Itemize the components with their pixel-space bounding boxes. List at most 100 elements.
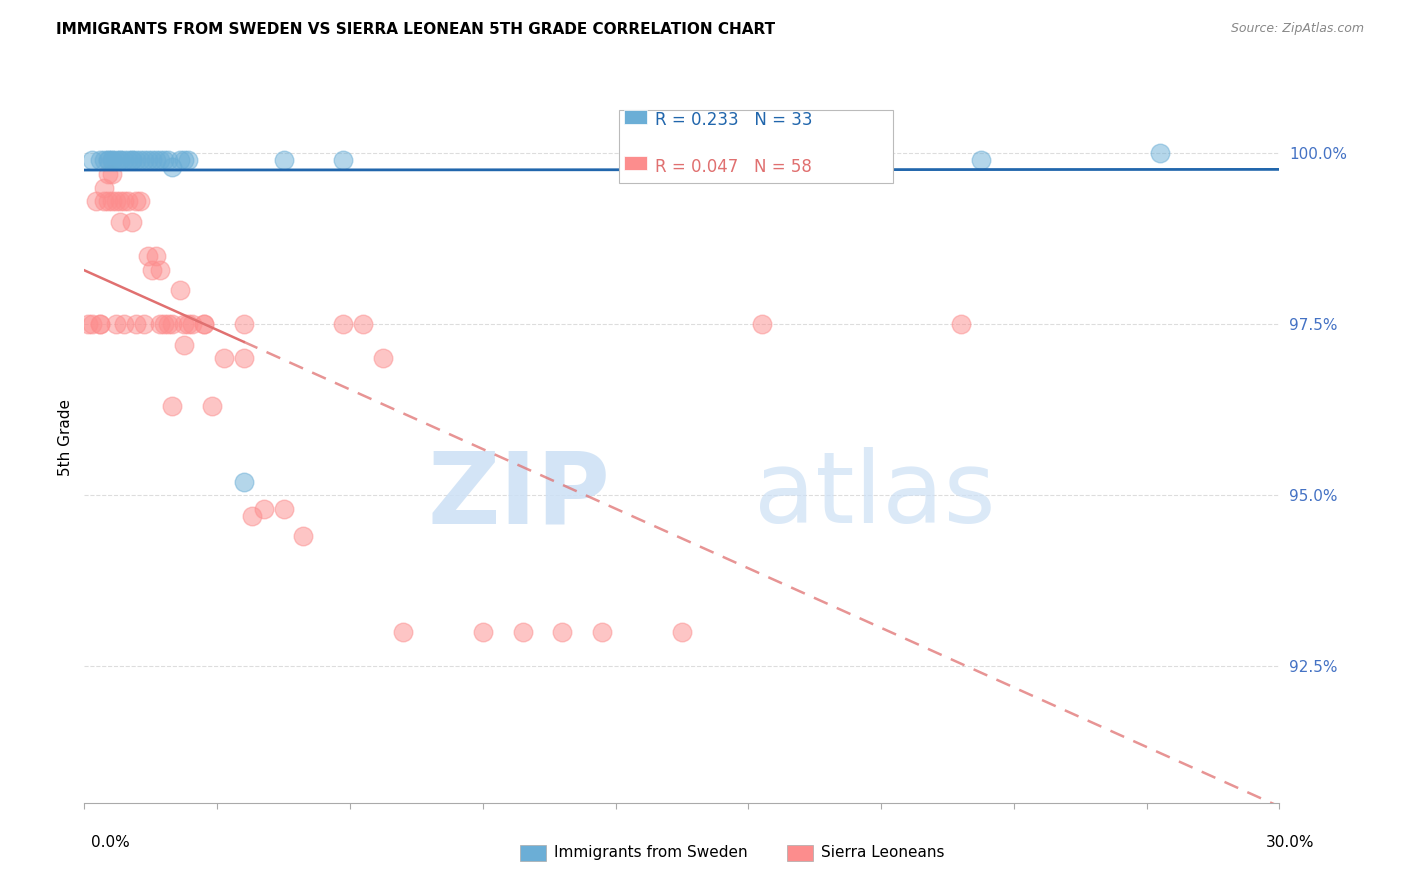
Text: Sierra Leoneans: Sierra Leoneans [821,846,945,860]
Point [121,215,143,229]
Point [591,624,613,639]
Text: 0.0%: 0.0% [91,836,131,850]
Point [101,167,124,181]
Point [232,351,254,366]
Point [105,194,128,209]
Point [129,194,152,209]
Point [970,153,993,168]
Point [201,400,224,414]
Point [93,180,115,194]
Point [97,194,120,209]
Point [129,153,152,168]
Point [82,318,104,332]
Point [149,153,172,168]
Point [105,318,128,332]
Point [121,153,143,168]
Point [157,153,180,168]
Point [173,318,195,332]
Text: 30.0%: 30.0% [1267,836,1315,850]
Point [240,508,263,523]
Point [145,153,167,168]
Point [352,318,374,332]
Text: IMMIGRANTS FROM SWEDEN VS SIERRA LEONEAN 5TH GRADE CORRELATION CHART: IMMIGRANTS FROM SWEDEN VS SIERRA LEONEAN… [56,22,775,37]
Point [149,262,172,277]
Point [232,475,254,489]
Point [77,318,100,332]
Point [253,501,276,516]
Point [132,153,156,168]
Point [173,338,195,352]
Point [89,318,111,332]
Point [232,318,254,332]
Point [110,153,132,168]
Point [169,283,191,297]
Point [141,153,163,168]
Point [110,153,132,168]
Point [97,153,120,168]
Point [392,624,415,639]
Point [93,153,115,168]
Point [93,194,115,209]
Point [273,153,295,168]
Point [136,153,159,168]
Point [332,318,354,332]
Point [136,249,159,263]
Point [86,194,108,209]
Point [110,215,132,229]
Point [1149,146,1171,161]
Point [153,153,176,168]
Text: Immigrants from Sweden: Immigrants from Sweden [554,846,748,860]
Point [121,153,143,168]
Point [153,318,176,332]
Point [105,153,128,168]
Point [160,160,183,174]
Point [181,318,204,332]
Text: R = 0.047   N = 58: R = 0.047 N = 58 [655,158,813,176]
Point [292,529,315,543]
Point [112,194,135,209]
Point [117,153,139,168]
Point [949,318,972,332]
Point [149,318,172,332]
Point [112,153,135,168]
Point [512,624,534,639]
Point [112,318,135,332]
Text: atlas: atlas [754,447,995,544]
Point [177,318,200,332]
Text: Source: ZipAtlas.com: Source: ZipAtlas.com [1230,22,1364,36]
Text: R = 0.233   N = 33: R = 0.233 N = 33 [655,112,813,129]
Point [671,624,693,639]
Point [731,153,754,168]
Point [273,501,295,516]
Point [332,153,354,168]
Point [177,153,200,168]
Point [97,167,120,181]
Point [125,318,148,332]
Point [89,318,111,332]
Point [117,194,139,209]
Point [101,153,124,168]
Point [145,249,167,263]
Point [101,153,124,168]
Point [169,153,191,168]
Point [132,318,156,332]
Point [373,351,395,366]
Point [110,194,132,209]
Point [82,153,104,168]
Point [157,318,180,332]
Point [193,318,215,332]
Text: ZIP: ZIP [427,447,610,544]
Point [101,194,124,209]
Point [751,318,773,332]
Point [551,624,574,639]
Point [141,262,163,277]
Point [97,153,120,168]
Point [212,351,235,366]
Point [89,153,111,168]
Point [160,400,183,414]
Point [193,318,215,332]
Point [125,153,148,168]
Point [471,624,494,639]
Y-axis label: 5th Grade: 5th Grade [58,399,73,475]
Point [173,153,195,168]
